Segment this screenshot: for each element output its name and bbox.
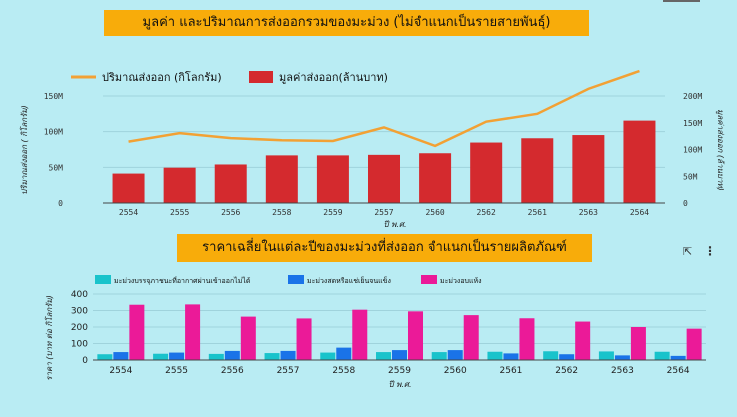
x-tick-label: 2554 (119, 208, 138, 217)
x-tick-label: 2564 (630, 208, 649, 217)
x-tick-label: 2562 (477, 208, 496, 217)
y-tick-label: 150M (44, 92, 63, 101)
bar (265, 155, 298, 203)
legend-label: มูลค่าส่งออก(ล้านบาท) (279, 71, 388, 84)
x-tick-label: 2555 (170, 208, 189, 217)
bar (163, 167, 196, 203)
x-tick-label: 2563 (579, 208, 598, 217)
bar (368, 154, 400, 203)
bar (521, 138, 554, 203)
legend-bar-swatch (249, 71, 273, 83)
y-tick-label: 0 (58, 199, 63, 208)
bar (316, 155, 349, 203)
chart2-title: ราคาเฉลี่ยในแต่ละปีของมะม่วงที่ส่งออก จำ… (177, 234, 592, 262)
y-right-tick-label: 150M (683, 119, 702, 128)
legend-label: ปริมาณส่งออก (กิโลกรัม) (102, 70, 222, 84)
bar (112, 173, 145, 203)
bar (419, 153, 452, 203)
x-tick-label: 2556 (221, 208, 240, 217)
bar (214, 164, 247, 203)
expand-icon[interactable]: ⇱ (683, 245, 693, 258)
series-line (128, 69, 640, 148)
bar (470, 142, 503, 203)
x-tick-label: 2557 (374, 208, 393, 217)
y-right-tick-label: 100M (683, 146, 702, 155)
more-vert-icon[interactable]: ⋮ (704, 244, 716, 258)
chart1-title: มูลค่า และปริมาณการส่งออกรวมของมะม่วง (ไ… (104, 10, 589, 36)
x-tick-label: 2561 (528, 208, 547, 217)
y-right-axis-label: มูลค่าส่งออก (ล้านบาท) (715, 109, 725, 191)
y-tick-label: 100M (44, 128, 63, 137)
y-axis-label: ปริมาณส่งออก ( กิโลกรัม) (19, 105, 29, 195)
y-right-tick-label: 0 (683, 199, 688, 208)
y-right-tick-label: 200M (683, 92, 702, 101)
x-tick-label: 2560 (425, 208, 444, 217)
x-tick-label: 2559 (323, 208, 342, 217)
y-tick-label: 50M (49, 163, 64, 172)
y-right-tick-label: 50M (683, 172, 698, 181)
x-tick-label: 2558 (272, 208, 291, 217)
x-axis-label: ปี พ.ศ. (383, 220, 406, 229)
bar (572, 135, 605, 203)
bar (623, 120, 656, 203)
top-edge-tab (663, 0, 700, 2)
